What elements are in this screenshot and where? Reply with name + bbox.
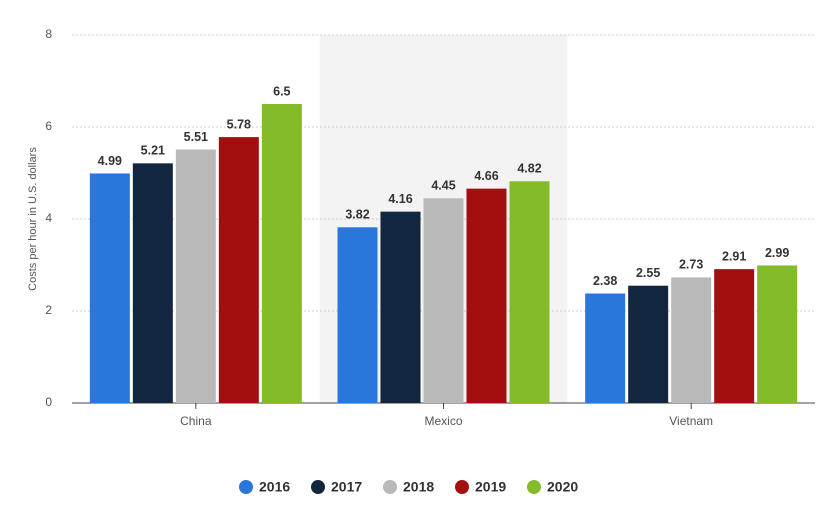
legend-marker — [383, 480, 397, 494]
legend-label: 2018 — [403, 479, 434, 495]
legend-marker — [527, 480, 541, 494]
value-label: 6.5 — [273, 84, 290, 98]
value-label: 4.66 — [474, 169, 498, 183]
bar — [757, 265, 798, 403]
bar — [509, 181, 550, 403]
value-label: 2.55 — [636, 266, 660, 280]
value-label: 2.73 — [679, 258, 703, 272]
legend-marker — [239, 480, 253, 494]
value-label: 5.21 — [141, 144, 165, 158]
bar — [466, 188, 507, 403]
value-label: 4.45 — [431, 179, 455, 193]
x-tick-label: China — [180, 414, 212, 428]
bar — [218, 137, 259, 403]
bar — [175, 149, 216, 403]
legend-label: 2019 — [475, 479, 506, 495]
value-label: 4.16 — [388, 192, 412, 206]
bar — [337, 227, 378, 403]
value-label: 5.51 — [184, 130, 208, 144]
value-label: 4.99 — [98, 154, 122, 168]
value-label: 2.99 — [765, 246, 789, 260]
bar — [671, 277, 712, 403]
y-axis-label: Costs per hour in U.S. dollars — [27, 147, 39, 291]
y-tick-label: 0 — [45, 395, 52, 409]
bar — [585, 293, 626, 403]
x-tick-label: Vietnam — [669, 414, 713, 428]
legend-label: 2017 — [331, 479, 362, 495]
value-label: 4.82 — [517, 162, 541, 176]
bar — [423, 198, 464, 403]
legend-label: 2020 — [547, 479, 578, 495]
y-tick-label: 8 — [45, 27, 52, 41]
y-tick-label: 6 — [45, 119, 52, 133]
legend-marker — [311, 480, 325, 494]
value-label: 2.38 — [593, 274, 617, 288]
y-tick-label: 4 — [45, 211, 52, 225]
bar — [89, 173, 130, 403]
legend-label: 2016 — [259, 479, 290, 495]
bar — [628, 285, 669, 403]
bar — [132, 163, 173, 403]
value-label: 2.91 — [722, 249, 746, 263]
value-label: 3.82 — [345, 208, 369, 222]
value-label: 5.78 — [227, 117, 251, 131]
x-tick-label: Mexico — [424, 414, 462, 428]
bar — [261, 104, 302, 403]
bar — [714, 269, 755, 403]
bar — [380, 211, 421, 403]
y-tick-label: 2 — [45, 303, 52, 317]
legend-marker — [455, 480, 469, 494]
